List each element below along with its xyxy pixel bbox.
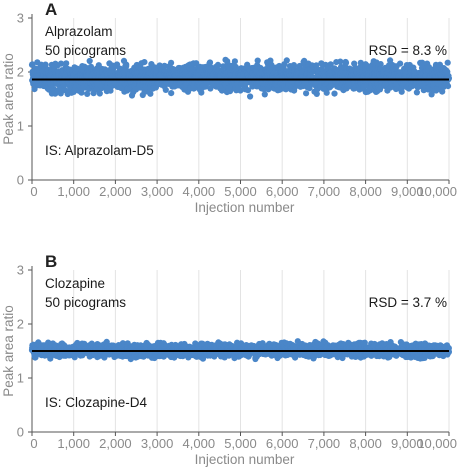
x-tick-label: 3,000 bbox=[141, 184, 174, 199]
data-point bbox=[199, 340, 206, 347]
y-axis-label: Peak area ratio bbox=[1, 53, 16, 145]
data-point bbox=[147, 90, 154, 97]
data-point bbox=[86, 57, 93, 65]
x-tick-label: 5,000 bbox=[224, 436, 257, 451]
rsd-label: RSD = 3.7 % bbox=[369, 295, 447, 310]
internal-standard-label: IS: Alprazolam-D5 bbox=[45, 143, 154, 158]
data-point bbox=[413, 89, 420, 96]
x-tick-label: 2,000 bbox=[99, 184, 132, 199]
x-tick-label: 8,000 bbox=[349, 436, 382, 451]
internal-standard-label: IS: Clozapine-D4 bbox=[45, 395, 148, 410]
y-tick-label: 2 bbox=[17, 317, 24, 332]
x-axis-label: Injection number bbox=[195, 200, 295, 215]
data-point bbox=[199, 355, 207, 362]
x-tick-label: 2,000 bbox=[99, 436, 132, 451]
data-point bbox=[226, 88, 234, 95]
x-tick-label: 0 bbox=[30, 436, 37, 451]
data-point bbox=[337, 58, 344, 65]
data-point bbox=[107, 87, 114, 94]
x-tick-label: 1,000 bbox=[57, 184, 90, 199]
data-point bbox=[168, 90, 175, 97]
x-tick-label: 10,000 bbox=[417, 436, 457, 451]
y-tick-label: 0 bbox=[17, 425, 24, 440]
x-tick-label: 7,000 bbox=[308, 436, 341, 451]
x-tick-label: 4,000 bbox=[183, 184, 216, 199]
amount-label: 50 picograms bbox=[45, 295, 126, 310]
x-tick-label: 5,000 bbox=[224, 184, 257, 199]
data-point bbox=[387, 57, 394, 64]
x-tick-label: 6,000 bbox=[266, 184, 299, 199]
y-tick-label: 1 bbox=[17, 119, 24, 134]
data-point bbox=[444, 59, 451, 66]
amount-label: 50 picograms bbox=[45, 43, 126, 58]
panel-a: 0 1 2 3 0 1,000 2,000 3,000 4,000 5,000 6,000 7,000… bbox=[1, 0, 457, 215]
x-tick-label: 10,000 bbox=[417, 184, 457, 199]
data-point bbox=[123, 63, 130, 70]
x-tick-label: 9,000 bbox=[391, 184, 424, 199]
data-point bbox=[444, 83, 452, 90]
rsd-label: RSD = 8.3 % bbox=[369, 43, 447, 58]
data-point bbox=[141, 59, 148, 66]
data-point bbox=[162, 86, 169, 93]
y-tick-label: 3 bbox=[17, 263, 24, 278]
data-point bbox=[261, 91, 268, 98]
data-point bbox=[96, 90, 103, 97]
data-point bbox=[439, 88, 446, 95]
data-point bbox=[168, 59, 175, 66]
y-tick-label: 0 bbox=[17, 173, 24, 188]
panel-label: A bbox=[45, 0, 57, 19]
data-point bbox=[283, 57, 290, 64]
data-point bbox=[397, 60, 404, 67]
panel-label: B bbox=[45, 252, 57, 271]
data-point bbox=[206, 59, 214, 66]
data-point bbox=[290, 62, 297, 69]
x-tick-label: 6,000 bbox=[266, 436, 299, 451]
data-point bbox=[323, 89, 330, 96]
data-point bbox=[428, 91, 435, 98]
data-point bbox=[313, 90, 320, 97]
y-tick-label: 1 bbox=[17, 371, 24, 386]
data-point bbox=[161, 62, 168, 69]
data-point bbox=[42, 61, 49, 68]
data-point bbox=[377, 61, 384, 68]
data-point bbox=[57, 60, 65, 67]
x-tick-label: 0 bbox=[30, 184, 37, 199]
data-point bbox=[331, 90, 338, 97]
data-point bbox=[244, 87, 252, 94]
data-point bbox=[63, 60, 70, 67]
x-tick-label: 9,000 bbox=[391, 436, 424, 451]
data-point bbox=[214, 61, 222, 68]
data-point bbox=[237, 87, 244, 94]
x-tick-label: 3,000 bbox=[141, 436, 174, 451]
data-point bbox=[84, 90, 91, 97]
data-point bbox=[327, 61, 334, 68]
x-tick-label: 4,000 bbox=[183, 436, 216, 451]
data-point bbox=[231, 58, 238, 65]
y-tick-label: 2 bbox=[17, 65, 24, 80]
data-point bbox=[254, 57, 261, 64]
y-tick-label: 3 bbox=[17, 11, 24, 26]
x-tick-label: 1,000 bbox=[57, 436, 90, 451]
analyte-label: Clozapine bbox=[45, 276, 105, 291]
x-tick-label: 7,000 bbox=[308, 184, 341, 199]
data-point bbox=[445, 75, 452, 82]
data-point bbox=[303, 90, 310, 97]
x-axis-label: Injection number bbox=[195, 452, 295, 467]
analyte-label: Alprazolam bbox=[45, 24, 113, 39]
data-point bbox=[247, 93, 254, 100]
x-tick-label: 8,000 bbox=[349, 184, 382, 199]
panel-b: 0 1 2 3 0 1,000 2,000 3,000 4,000 5,000 6,000 7,000… bbox=[1, 252, 457, 467]
y-axis-label: Peak area ratio bbox=[1, 305, 16, 397]
data-point bbox=[342, 59, 350, 66]
